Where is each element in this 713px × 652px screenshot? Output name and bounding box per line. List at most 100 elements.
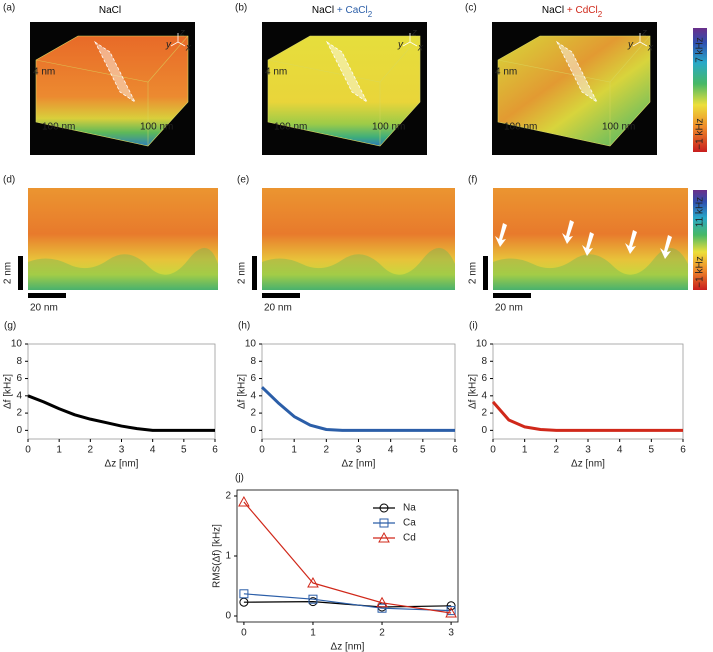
legend-label: Ca bbox=[403, 518, 416, 529]
arrow bbox=[562, 220, 574, 244]
panel-label: (b) bbox=[235, 3, 247, 14]
y-axis-label: Δf [kHz] bbox=[468, 374, 479, 409]
y-tick-label: 0 bbox=[225, 611, 231, 622]
panel-label: (c) bbox=[465, 3, 477, 14]
scale-bar-h bbox=[262, 293, 300, 298]
colorbar-label: 7 kHz bbox=[695, 37, 706, 63]
x-tick-label: 1 bbox=[56, 445, 62, 456]
scale-label: 4 nm bbox=[265, 67, 287, 78]
x-tick-label: 6 bbox=[212, 445, 218, 456]
title-part: + CaCl bbox=[334, 5, 368, 16]
x-tick-label: 4 bbox=[150, 445, 156, 456]
colorbar-label: −1 kHz bbox=[695, 256, 706, 287]
axis-name: z bbox=[411, 28, 417, 39]
panel-label: (g) bbox=[4, 321, 16, 332]
scale-bar-v bbox=[252, 256, 257, 290]
scale-label: 20 nm bbox=[495, 303, 523, 314]
y-tick-label: 4 bbox=[16, 390, 22, 401]
x-axis-label: Δz [nm] bbox=[342, 459, 376, 470]
y-tick-label: 10 bbox=[245, 339, 257, 350]
axis-arrow bbox=[639, 41, 648, 47]
colorbar bbox=[693, 190, 707, 290]
title-part: NaCl bbox=[312, 5, 334, 16]
mean-curve bbox=[27, 394, 215, 432]
axis-name: y bbox=[397, 40, 404, 51]
x-tick-label: 0 bbox=[490, 445, 496, 456]
panel-label: (j) bbox=[235, 473, 244, 484]
arrow bbox=[660, 235, 672, 259]
colorbar-label: 11 kHz bbox=[695, 197, 706, 227]
axis-name: z bbox=[641, 28, 647, 39]
mean-curve bbox=[491, 400, 683, 432]
axis-name: x bbox=[185, 43, 192, 54]
axis-name: x bbox=[647, 43, 654, 54]
x-tick-label: 1 bbox=[522, 445, 528, 456]
scale-label: 2 nm bbox=[468, 262, 479, 284]
surface bbox=[497, 35, 651, 147]
map-texture bbox=[493, 247, 688, 290]
y-tick-label: 8 bbox=[16, 356, 22, 367]
y-axis-label: Δf [kHz] bbox=[3, 374, 14, 409]
panel-label: (i) bbox=[469, 321, 478, 332]
y-tick-label: 0 bbox=[16, 425, 22, 436]
y-tick-label: 1 bbox=[225, 551, 231, 562]
series-line bbox=[243, 593, 452, 612]
y-axis-label: Δf [kHz] bbox=[237, 374, 248, 409]
title-part: NaCl bbox=[99, 5, 121, 16]
title-part: 2 bbox=[368, 10, 373, 19]
legend-label: Na bbox=[403, 503, 416, 514]
x-tick-label: 3 bbox=[356, 445, 362, 456]
scale-label: 2 nm bbox=[237, 262, 248, 284]
scale-label: 4 nm bbox=[33, 67, 55, 78]
scale-label: 2 nm bbox=[3, 262, 14, 284]
surface bbox=[35, 35, 189, 147]
scale-label: 4 nm bbox=[495, 67, 517, 78]
y-tick-label: 2 bbox=[225, 491, 231, 502]
arrow bbox=[495, 223, 507, 247]
x-tick-label: 0 bbox=[241, 628, 247, 639]
x-tick-label: 2 bbox=[88, 445, 94, 456]
x-tick-label: 3 bbox=[119, 445, 125, 456]
panel-label: (h) bbox=[238, 321, 250, 332]
scale-label: 100 nm bbox=[274, 122, 307, 133]
marker bbox=[239, 589, 249, 599]
x-tick-label: 5 bbox=[181, 445, 187, 456]
x-tick-label: 2 bbox=[324, 445, 330, 456]
y-tick-label: 0 bbox=[250, 425, 256, 436]
y-tick-label: 2 bbox=[16, 408, 22, 419]
marker bbox=[307, 576, 319, 588]
y-tick-label: 4 bbox=[250, 390, 256, 401]
x-tick-label: 0 bbox=[259, 445, 265, 456]
x-tick-label: 4 bbox=[617, 445, 623, 456]
y-tick-label: 2 bbox=[250, 408, 256, 419]
panel-label: (e) bbox=[237, 175, 249, 186]
y-tick-label: 4 bbox=[481, 390, 487, 401]
title-part: 2 bbox=[598, 10, 603, 19]
scale-label: 100 nm bbox=[504, 122, 537, 133]
legend-label: Cd bbox=[403, 533, 416, 544]
force-map bbox=[28, 188, 218, 290]
marker bbox=[446, 601, 456, 611]
arrow bbox=[625, 230, 637, 254]
marker bbox=[445, 606, 457, 618]
x-axis-label: Δz [nm] bbox=[105, 459, 139, 470]
title-part: NaCl bbox=[542, 5, 564, 16]
section-plane bbox=[93, 40, 137, 104]
axis-arrow bbox=[409, 41, 418, 47]
panel-label: (d) bbox=[3, 175, 15, 186]
image-title: NaCl + CdCl2 bbox=[542, 5, 603, 19]
x-tick-label: 5 bbox=[420, 445, 426, 456]
scale-bar-h bbox=[28, 293, 66, 298]
y-tick-label: 0 bbox=[481, 425, 487, 436]
x-tick-label: 5 bbox=[649, 445, 655, 456]
x-tick-label: 2 bbox=[554, 445, 560, 456]
marker bbox=[377, 603, 387, 613]
force-map bbox=[262, 188, 455, 290]
axis-arrow bbox=[177, 41, 186, 47]
axis-name: x bbox=[417, 43, 424, 54]
x-axis-label: Δz [nm] bbox=[331, 642, 365, 652]
map-texture bbox=[262, 247, 455, 290]
y-tick-label: 6 bbox=[16, 373, 22, 384]
scale-label: 100 nm bbox=[140, 122, 173, 133]
